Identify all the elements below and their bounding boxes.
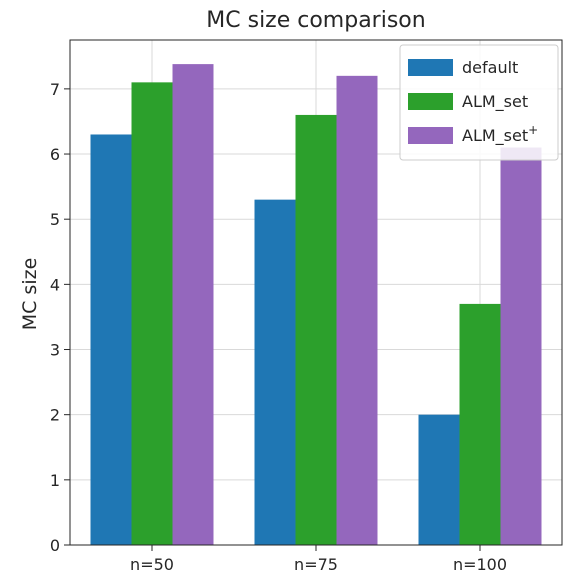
bar <box>90 134 132 545</box>
bar <box>172 64 214 545</box>
bar <box>336 75 378 545</box>
x-tick-label: n=100 <box>453 555 507 574</box>
bar <box>131 82 173 546</box>
legend-label: default <box>462 58 518 77</box>
legend-label: ALM_set <box>462 92 528 112</box>
y-tick-label: 3 <box>50 341 60 360</box>
y-tick-label: 2 <box>50 406 60 425</box>
legend-swatch <box>408 59 453 76</box>
axes: 0 1 2 3 4 5 6 7 n=50 n=75 n=100 <box>50 39 563 574</box>
legend-label-superscript: + <box>528 123 538 137</box>
bar <box>500 147 542 546</box>
legend-swatch <box>408 127 453 144</box>
y-axis-label: MC size <box>19 258 41 331</box>
bars <box>90 64 542 546</box>
bar <box>418 414 460 545</box>
plot-frame <box>69 39 563 546</box>
legend-label: ALM_set+ <box>462 123 538 146</box>
y-tick-label: 1 <box>50 471 60 490</box>
bar <box>254 199 296 546</box>
x-tick-label: n=50 <box>130 555 174 574</box>
bar <box>295 114 337 545</box>
y-tick-label: 7 <box>50 80 60 99</box>
y-tick-label: 5 <box>50 210 60 229</box>
y-tick-label: 4 <box>50 275 60 294</box>
chart-title: MC size comparison <box>206 8 425 33</box>
legend: default ALM_set ALM_set+ <box>399 44 559 161</box>
y-tick-label: 0 <box>50 536 60 555</box>
legend-swatch <box>408 93 453 110</box>
x-tick-label: n=75 <box>294 555 338 574</box>
bar <box>459 303 501 545</box>
y-tick-label: 6 <box>50 145 60 164</box>
